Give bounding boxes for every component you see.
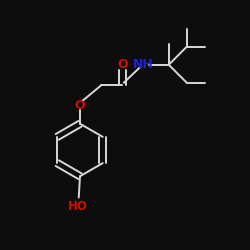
Text: NH: NH (133, 58, 154, 71)
Text: O: O (75, 99, 85, 112)
Text: HO: HO (68, 200, 87, 213)
Text: O: O (117, 58, 128, 71)
